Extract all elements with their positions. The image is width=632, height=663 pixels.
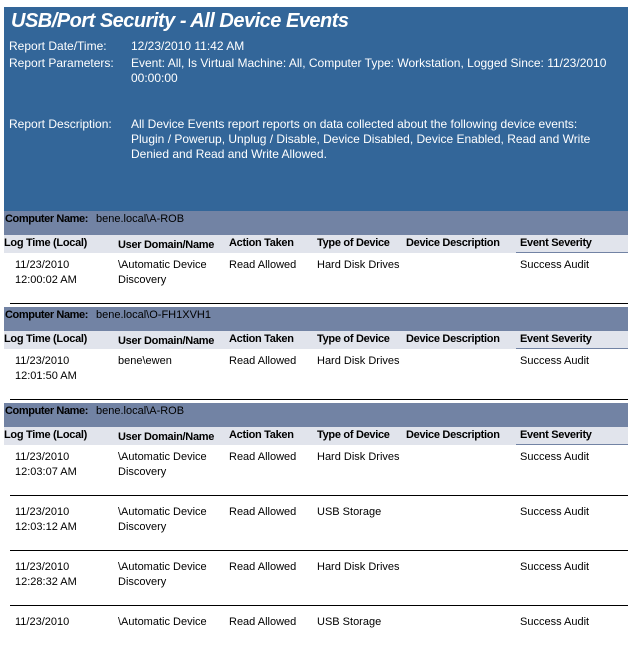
table-cell: \Automatic Device Discovery [118, 259, 207, 286]
column-header-row: Log Time (Local) User Domain/Name Action T… [4, 235, 628, 253]
table-cell: Hard Disk Drives [317, 355, 400, 367]
computer-name-bar: Computer Name: bene.local\O-FH1XVH1 [4, 307, 628, 331]
table-cell: Hard Disk Drives [317, 259, 400, 271]
column-header: Log Time (Local) [4, 429, 88, 441]
table-cell: Success Audit [520, 259, 590, 271]
table-cell: 11/23/2010 12:00:02 AM [15, 259, 77, 286]
table-cell: 11/23/2010 12:03:07 AM [15, 451, 77, 478]
column-header: Device Description [406, 333, 500, 345]
table-cell: Read Allowed [229, 561, 297, 573]
column-header: Type of Device [317, 237, 390, 249]
column-header: Log Time (Local) [4, 237, 88, 249]
report-header: USB/Port Security - All Device Events Re… [4, 7, 628, 211]
table-cell: Success Audit [520, 451, 590, 463]
table-cell: Read Allowed [229, 616, 297, 628]
table-cell: 11/23/2010 12:28:32 AM [15, 561, 77, 588]
table-row: 11/23/2010 12:03:12 AM \Automatic Device … [10, 496, 628, 551]
severity-underline [516, 444, 628, 445]
date-value: 12/23/2010 11:42 AM [131, 39, 245, 53]
table-row: 11/23/2010 12:01:50 AM bene\ewen Read Allo… [10, 349, 628, 400]
column-header: Action Taken [229, 237, 294, 249]
computer-name-label: Computer Name: [5, 405, 89, 417]
column-header: User Domain/Name [118, 239, 215, 251]
computer-name-value: bene.local\O-FH1XVH1 [96, 309, 211, 321]
table-cell: Read Allowed [229, 506, 297, 518]
column-header-row: Log Time (Local) User Domain/Name Action T… [4, 331, 628, 349]
table-cell: \Automatic Device Discovery [118, 561, 207, 588]
table-cell: 11/23/2010 12:01:50 AM [15, 355, 77, 382]
table-cell: Success Audit [520, 561, 590, 573]
column-header: Action Taken [229, 333, 294, 345]
table-row: 11/23/2010 \Automatic Device Read Allowed U… [10, 606, 628, 660]
column-header: Type of Device [317, 333, 390, 345]
column-header: Type of Device [317, 429, 390, 441]
table-cell: 11/23/2010 12:03:12 AM [15, 506, 77, 533]
date-label: Report Date/Time: [9, 39, 107, 53]
severity-underline [516, 252, 628, 253]
column-header: Action Taken [229, 429, 294, 441]
table-cell: Read Allowed [229, 451, 297, 463]
table-cell: Hard Disk Drives [317, 451, 400, 463]
column-header: Event Severity [520, 333, 592, 345]
table-cell: 11/23/2010 [15, 616, 70, 628]
column-header: Event Severity [520, 429, 592, 441]
table-cell: USB Storage [317, 506, 382, 518]
computer-name-value: bene.local\A-ROB [96, 405, 185, 417]
table-cell: Success Audit [520, 355, 590, 367]
table-cell: bene\ewen [118, 355, 172, 367]
column-header: Event Severity [520, 237, 592, 249]
table-cell: USB Storage [317, 616, 382, 628]
computer-name-bar: Computer Name: bene.local\A-ROB [4, 403, 628, 427]
severity-underline [516, 348, 628, 349]
table-cell: Success Audit [520, 616, 590, 628]
column-header: Log Time (Local) [4, 333, 88, 345]
column-header: Device Description [406, 237, 500, 249]
column-header: User Domain/Name [118, 335, 215, 347]
computer-name-label: Computer Name: [5, 213, 89, 225]
table-cell: Hard Disk Drives [317, 561, 400, 573]
column-header: User Domain/Name [118, 431, 215, 443]
computer-name-bar: Computer Name: bene.local\A-ROB [4, 211, 628, 235]
report-title: USB/Port Security - All Device Events [11, 10, 349, 32]
computer-name-value: bene.local\A-ROB [96, 213, 185, 225]
table-row: 11/23/2010 12:28:32 AM \Automatic Device … [10, 551, 628, 606]
params-label: Report Parameters: [9, 56, 114, 70]
table-cell: Success Audit [520, 506, 590, 518]
column-header: Device Description [406, 429, 500, 441]
desc-value: All Device Events report reports on data… [131, 117, 591, 161]
table-row: 11/23/2010 12:00:02 AM \Automatic Device … [10, 253, 628, 304]
column-header-row: Log Time (Local) User Domain/Name Action T… [4, 427, 628, 445]
table-cell: Read Allowed [229, 259, 297, 271]
params-value: Event: All, Is Virtual Machine: All, Com… [131, 56, 607, 85]
table-cell: \Automatic Device Discovery [118, 451, 207, 478]
table-cell: Read Allowed [229, 355, 297, 367]
desc-label: Report Description: [9, 117, 112, 131]
computer-name-label: Computer Name: [5, 309, 89, 321]
table-cell: \Automatic Device [118, 616, 207, 628]
computer-groups: Computer Name: bene.local\A-ROB Log Time (… [4, 211, 628, 663]
table-row: 11/23/2010 12:03:07 AM \Automatic Device … [10, 445, 628, 496]
table-cell: \Automatic Device Discovery [118, 506, 207, 533]
